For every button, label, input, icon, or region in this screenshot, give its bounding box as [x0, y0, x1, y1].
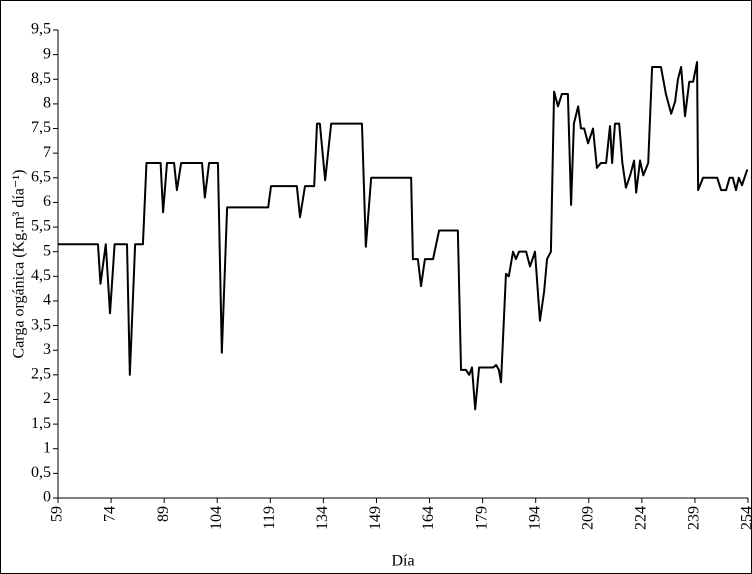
x-tick-label: 179: [473, 506, 490, 530]
y-tick-label: 3,5: [31, 316, 51, 333]
x-tick-label: 164: [420, 506, 437, 530]
y-tick-label: 0,5: [31, 464, 51, 481]
x-tick-label: 134: [314, 506, 331, 530]
x-tick-label: 209: [579, 506, 596, 530]
y-tick-label: 1: [43, 439, 51, 456]
y-tick-label: 9,5: [31, 21, 51, 38]
x-tick-label: 239: [686, 506, 703, 530]
data-line: [58, 61, 748, 411]
y-tick-label: 4: [43, 292, 51, 309]
y-tick-label: 2,5: [31, 366, 51, 383]
y-tick-label: 4,5: [31, 267, 51, 284]
y-tick-label: 8,5: [31, 70, 51, 87]
y-tick-label: 1,5: [31, 415, 51, 432]
y-tick-label: 6: [43, 193, 51, 210]
x-tick-label: 194: [526, 506, 543, 530]
y-tick-label: 2: [43, 390, 51, 407]
y-tick-label: 3: [43, 341, 51, 358]
y-tick-label: 0: [43, 489, 51, 506]
y-tick-label: 8: [43, 95, 51, 112]
x-axis-title: Día: [391, 553, 414, 570]
x-tick-label: 149: [367, 506, 384, 530]
x-tick-label: 59: [49, 506, 66, 522]
y-tick-label: 5,5: [31, 218, 51, 235]
x-tick-label: 89: [155, 506, 172, 522]
y-axis-title: Carga orgánica (Kg.m³ día⁻¹): [11, 170, 28, 359]
x-tick-label: 74: [102, 506, 119, 522]
y-tick-label: 7,5: [31, 119, 51, 136]
x-tick-label: 104: [208, 506, 225, 530]
x-tick-label: 119: [261, 506, 278, 529]
y-tick-label: 6,5: [31, 168, 51, 185]
y-tick-label: 7: [43, 144, 51, 161]
y-tick-label: 5: [43, 242, 51, 259]
y-tick-label: 9: [43, 45, 51, 62]
x-tick-label: 254: [739, 506, 752, 530]
x-tick-label: 224: [633, 506, 650, 530]
